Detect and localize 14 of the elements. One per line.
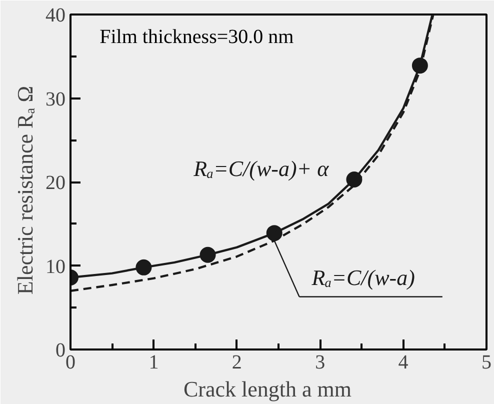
series-label: Rₐ=C/(w-a)+ α	[192, 156, 330, 182]
y-axis-title: Electric resistance Rₐ Ω	[12, 86, 38, 295]
x-axis-title: Crack length a mm	[183, 376, 352, 402]
x-tick-label: 1	[148, 352, 159, 374]
y-tick-label: 20	[46, 172, 66, 194]
annotation: Film thickness=30.0 nm	[100, 26, 294, 48]
y-tick-label: 30	[46, 88, 66, 110]
series-label: Rₐ=C/(w-a)	[310, 265, 415, 290]
x-tick-label: 4	[398, 352, 408, 374]
y-tick-label: 10	[46, 256, 66, 278]
x-tick-label: 5	[482, 352, 492, 374]
x-tick-label: 2	[232, 352, 242, 374]
y-tick-label: 40	[46, 4, 66, 26]
x-tick-label: 3	[315, 352, 326, 374]
